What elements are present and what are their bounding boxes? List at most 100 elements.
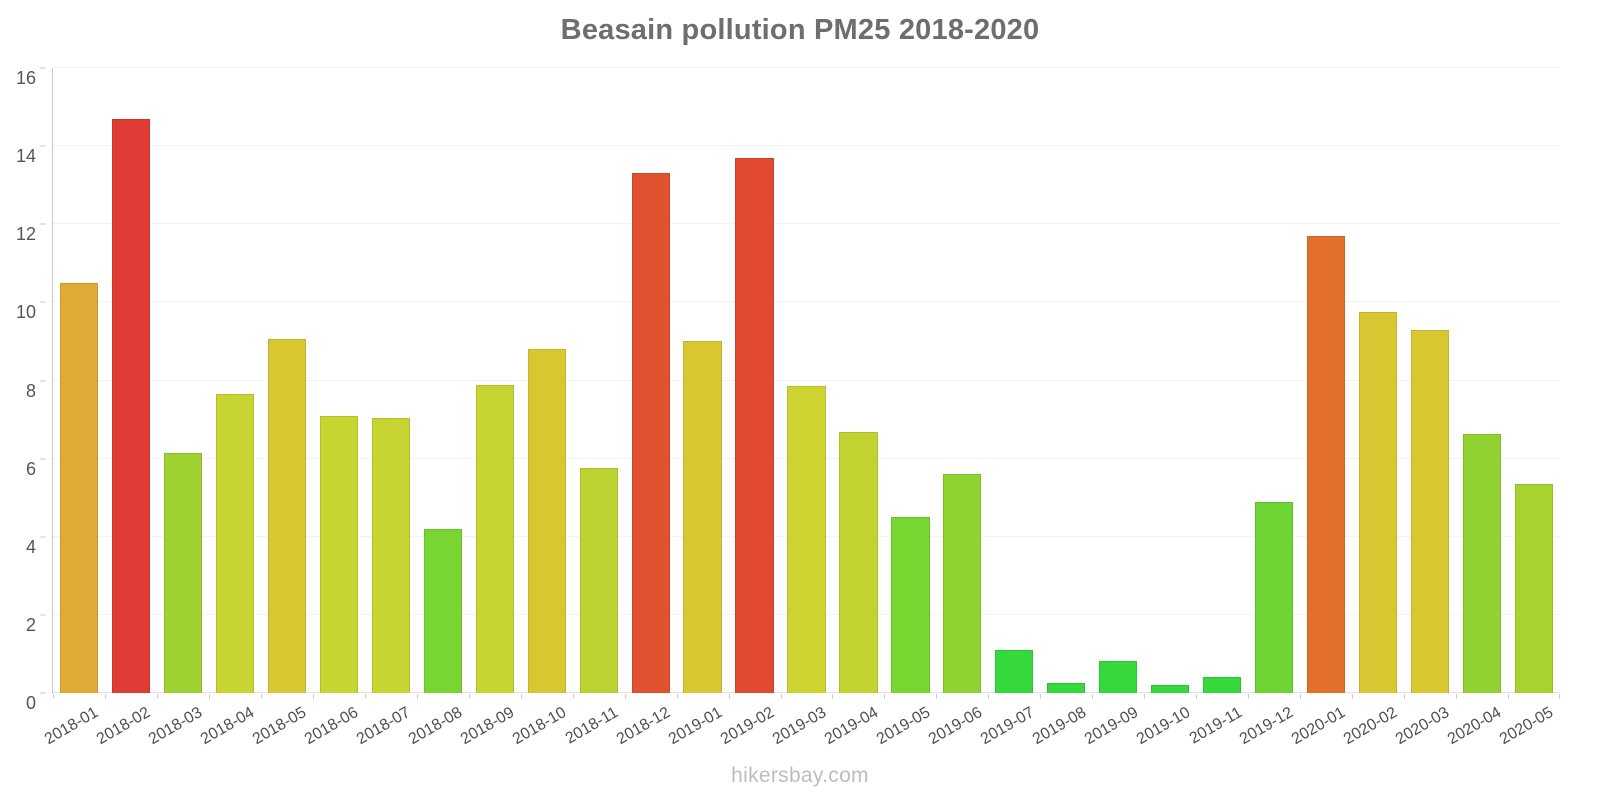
x-tick-label: 2019-05 — [873, 704, 933, 749]
bar[interactable] — [631, 173, 670, 693]
bar[interactable] — [163, 452, 202, 693]
x-tick-mark — [260, 694, 262, 699]
y-tick-mark — [40, 380, 46, 381]
y-tick-mark — [40, 536, 46, 538]
x-tick-mark — [1559, 694, 1560, 699]
x-tick-mark — [208, 694, 210, 699]
y-tick-mark — [40, 223, 46, 225]
page-title: Beasain pollution PM25 2018-2020 — [560, 14, 1040, 46]
x-tick-label: 2018-03 — [146, 704, 206, 749]
x-tick-label: 2020-03 — [1393, 704, 1453, 749]
bar[interactable] — [943, 474, 982, 693]
bar[interactable] — [371, 417, 410, 693]
x-tick-mark — [572, 694, 574, 699]
x-tick-mark — [884, 694, 886, 699]
x-tick-mark — [936, 694, 938, 699]
bar[interactable] — [215, 394, 254, 693]
x-tick-label: 2020-05 — [1497, 704, 1557, 749]
x-tick-label: 2018-10 — [509, 704, 570, 749]
x-tick-label: 2018-08 — [405, 704, 466, 749]
x-tick-mark — [520, 694, 522, 699]
x-tick-mark — [1144, 694, 1146, 699]
bar[interactable] — [1462, 434, 1502, 693]
x-tick-label: 2019-11 — [1186, 704, 1245, 748]
x-tick-mark — [728, 694, 730, 699]
x-tick-label: 2019-06 — [925, 704, 985, 749]
x-tick-label: 2019-08 — [1029, 704, 1089, 749]
x-tick-mark — [1092, 694, 1094, 699]
bar[interactable] — [1410, 329, 1450, 693]
y-tick-mark — [40, 301, 46, 303]
x-tick-label: 2018-04 — [198, 704, 258, 749]
bar[interactable] — [1203, 677, 1242, 693]
x-tick-label: 2019-07 — [977, 704, 1037, 749]
bar[interactable] — [579, 468, 618, 693]
bar[interactable] — [1514, 484, 1554, 693]
bar[interactable] — [423, 528, 462, 693]
footer-watermark: hikersbay.com — [731, 764, 869, 787]
bar[interactable] — [735, 157, 774, 693]
gridline-12 — [53, 223, 1560, 225]
x-tick-label: 2020-04 — [1445, 704, 1505, 749]
y-tick-mark — [40, 458, 46, 460]
bar[interactable] — [1099, 660, 1138, 693]
x-axis-tick-labels: 2018-01 2018-02 2018-03 2018-04 2018-05 2018-… — [42, 694, 1560, 764]
bar[interactable] — [475, 385, 514, 693]
bar[interactable] — [527, 349, 566, 693]
bar[interactable] — [787, 386, 826, 693]
gridline-10 — [53, 301, 1560, 303]
x-tick-mark — [416, 694, 418, 699]
x-tick-label: 2018-01 — [42, 704, 102, 749]
y-tick-mark — [40, 67, 46, 69]
x-tick-label: 2019-03 — [769, 704, 829, 749]
x-tick-mark — [676, 694, 678, 699]
bar[interactable] — [839, 432, 878, 693]
bar[interactable] — [1255, 502, 1294, 693]
y-axis-line — [52, 68, 53, 694]
x-tick-label: 2018-05 — [250, 704, 310, 749]
y-tick-mark — [40, 145, 46, 147]
bar[interactable] — [1307, 235, 1346, 693]
bar[interactable] — [267, 339, 306, 693]
x-tick-label: 2018-12 — [613, 704, 674, 749]
gridline-14 — [53, 145, 1560, 147]
bar[interactable] — [1151, 685, 1190, 693]
bar[interactable] — [1047, 683, 1086, 693]
x-tick-label: 2019-01 — [665, 704, 726, 749]
y-tick-mark — [40, 692, 46, 694]
x-tick-mark — [780, 694, 782, 699]
x-tick-label: 2020-01 — [1289, 704, 1349, 749]
bar[interactable] — [319, 415, 358, 693]
x-tick-mark — [1248, 694, 1250, 699]
x-tick-mark — [988, 694, 990, 699]
bar[interactable] — [683, 341, 722, 693]
x-tick-label: 2019-12 — [1237, 704, 1297, 749]
x-tick-mark — [1040, 694, 1042, 699]
x-tick-mark — [1300, 694, 1302, 699]
bar-series — [53, 68, 1560, 693]
x-tick-mark — [312, 694, 314, 699]
x-tick-label: 2019-04 — [821, 704, 881, 749]
x-tick-mark — [156, 694, 158, 699]
x-tick-mark — [1196, 694, 1198, 699]
x-tick-label: 2018-02 — [94, 704, 154, 749]
bar[interactable] — [995, 650, 1034, 693]
x-tick-mark — [832, 694, 834, 699]
x-tick-label: 2020-02 — [1341, 704, 1401, 749]
x-tick-label: 2018-07 — [353, 704, 414, 749]
bar[interactable] — [111, 118, 151, 693]
x-tick-mark — [364, 694, 366, 699]
x-tick-mark — [1352, 694, 1354, 699]
x-tick-label: 2018-11 — [562, 704, 622, 748]
x-tick-label: 2018-09 — [457, 704, 518, 749]
y-axis-tick-labels: 0 2 4 6 8 10 12 14 16 — [0, 67, 46, 713]
plot-area — [53, 67, 1560, 693]
bar[interactable] — [1359, 312, 1398, 693]
bar[interactable] — [891, 517, 930, 693]
x-tick-label: 2019-10 — [1133, 704, 1193, 749]
bar[interactable] — [59, 282, 99, 693]
y-tick-mark — [40, 614, 46, 616]
x-tick-mark — [468, 694, 470, 699]
x-tick-label: 2018-06 — [301, 704, 362, 749]
